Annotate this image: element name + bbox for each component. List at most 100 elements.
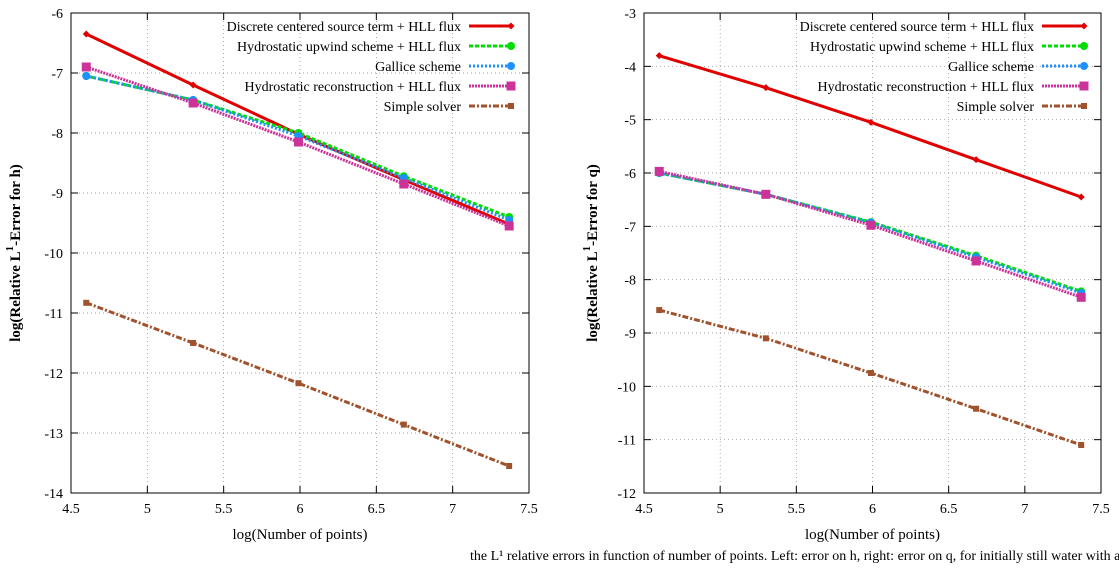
data-point xyxy=(507,62,515,70)
y-tick-label: -11 xyxy=(45,307,63,322)
data-point xyxy=(188,98,198,108)
series-line xyxy=(85,301,510,468)
legend-label: Simple solver xyxy=(384,100,462,115)
plot-frame xyxy=(70,12,530,494)
y-tick-label: -12 xyxy=(617,487,636,502)
legend-label: Gallice scheme xyxy=(375,60,461,75)
y-tick-label: -4 xyxy=(624,60,636,75)
data-point xyxy=(82,30,90,38)
data-point xyxy=(655,52,663,60)
x-tick-label: 7 xyxy=(449,502,456,517)
data-point xyxy=(867,370,874,376)
data-point xyxy=(867,118,875,126)
y-axis-title-end: -Error for h) xyxy=(8,164,24,246)
y-tick-label: -7 xyxy=(51,67,63,82)
y-tick-label: -10 xyxy=(44,247,63,262)
legend-label: Discrete centered source term + HLL flux xyxy=(800,20,1034,35)
data-point xyxy=(400,421,407,428)
series-line xyxy=(658,54,1082,199)
y-axis-title-superscript: 1 xyxy=(581,246,593,252)
x-tick-label: 6 xyxy=(297,502,304,517)
caption-text: the L¹ relative errors in function of nu… xyxy=(470,549,1119,564)
data-point xyxy=(189,81,197,89)
legend: Discrete centered source term + HLL flux… xyxy=(227,20,516,115)
y-tick-label: -9 xyxy=(624,327,636,342)
data-point xyxy=(1079,81,1089,91)
x-axis-title: log(Number of points) xyxy=(233,527,368,543)
x-tick-label: 6.5 xyxy=(940,502,958,517)
y-tick-label: -3 xyxy=(624,7,636,22)
y-axis-title-superscript: 1 xyxy=(4,246,16,252)
series-4 xyxy=(654,166,1086,302)
data-point xyxy=(507,42,515,50)
data-point xyxy=(1077,193,1085,201)
data-point xyxy=(81,62,91,72)
legend-label: Simple solver xyxy=(957,100,1035,115)
data-point xyxy=(399,179,409,189)
x-tick-label: 6.5 xyxy=(368,502,386,517)
data-point xyxy=(506,81,516,91)
data-point xyxy=(654,166,664,176)
data-point xyxy=(762,335,769,342)
data-point xyxy=(1078,442,1085,448)
series-line xyxy=(658,171,1082,293)
legend-label: Hydrostatic upwind scheme + HLL flux xyxy=(810,40,1034,55)
data-point xyxy=(295,380,302,387)
y-tick-label: -11 xyxy=(618,434,636,449)
data-point xyxy=(1080,42,1088,50)
data-point xyxy=(1076,292,1086,302)
data-point xyxy=(507,22,515,30)
y-tick-label: -12 xyxy=(44,367,63,382)
series-line xyxy=(658,169,1082,299)
data-point xyxy=(83,299,90,306)
data-point xyxy=(1080,62,1088,70)
figure-caption: the L¹ relative errors in function of nu… xyxy=(0,549,1119,568)
legend-label: Hydrostatic upwind scheme + HLL flux xyxy=(237,40,461,55)
x-tick-label: 5 xyxy=(144,502,151,517)
x-tick-label: 5 xyxy=(717,502,724,517)
data-point xyxy=(973,405,980,412)
data-point xyxy=(866,220,876,230)
y-axis-title: log(Relative L1-Error for q) xyxy=(581,164,601,342)
series-4 xyxy=(81,62,514,231)
legend-label: Hydrostatic reconstruction + HLL flux xyxy=(244,80,461,95)
data-point xyxy=(762,84,770,92)
x-tick-label: 5.5 xyxy=(215,502,233,517)
y-axis-title-start: log(Relative L xyxy=(8,251,24,341)
series-3 xyxy=(655,169,1086,297)
chart-2: 4.5 5 5.5 6 6.5 7 7.5 -12 -11 -10 -9 -8 -7 -6 -5 -4 -3 lo… xyxy=(581,7,1110,543)
x-tick-label: 7.5 xyxy=(1092,502,1110,517)
x-tick-label: 7 xyxy=(1021,502,1028,517)
y-tick-label: -10 xyxy=(617,380,636,395)
legend-label: Discrete centered source term + HLL flux xyxy=(227,20,461,35)
y-tick-label: -5 xyxy=(624,114,636,129)
data-point xyxy=(293,137,303,147)
chart-1: 4.5 5 5.5 6 6.5 7 7.5 -14 -13 -12 -11 -10 -9 -8 -7 -6 lo… xyxy=(4,7,538,543)
x-tick-label: 6 xyxy=(869,502,876,517)
x-tick-label: 7.5 xyxy=(520,502,538,517)
legend-label: Gallice scheme xyxy=(948,60,1034,75)
data-point xyxy=(971,256,981,266)
plot-frame xyxy=(643,12,1102,494)
data-point xyxy=(1080,22,1088,30)
y-tick-label: -6 xyxy=(51,7,63,22)
y-tick-label: -14 xyxy=(44,487,63,502)
y-tick-label: -13 xyxy=(44,427,63,442)
y-tick-label: -9 xyxy=(51,187,63,202)
series-5 xyxy=(83,299,513,469)
y-tick-label: -6 xyxy=(624,167,636,182)
figure: 4.5 5 5.5 6 6.5 7 7.5 -14 -13 -12 -11 -10 -9 -8 -7 -6 lo… xyxy=(4,7,1110,543)
y-tick-label: -7 xyxy=(624,220,636,235)
x-tick-label: 4.5 xyxy=(62,502,80,517)
data-point xyxy=(656,307,663,314)
y-axis-title-start: log(Relative L xyxy=(585,251,601,341)
data-point xyxy=(972,156,980,164)
y-tick-label: -8 xyxy=(624,274,636,289)
data-point xyxy=(761,189,771,199)
data-point xyxy=(504,221,514,231)
x-tick-label: 4.5 xyxy=(635,502,653,517)
data-point xyxy=(82,72,91,80)
y-axis-title: log(Relative L1-Error for h) xyxy=(4,164,24,342)
data-point xyxy=(190,340,197,346)
legend: Discrete centered source term + HLL flux… xyxy=(800,20,1089,115)
